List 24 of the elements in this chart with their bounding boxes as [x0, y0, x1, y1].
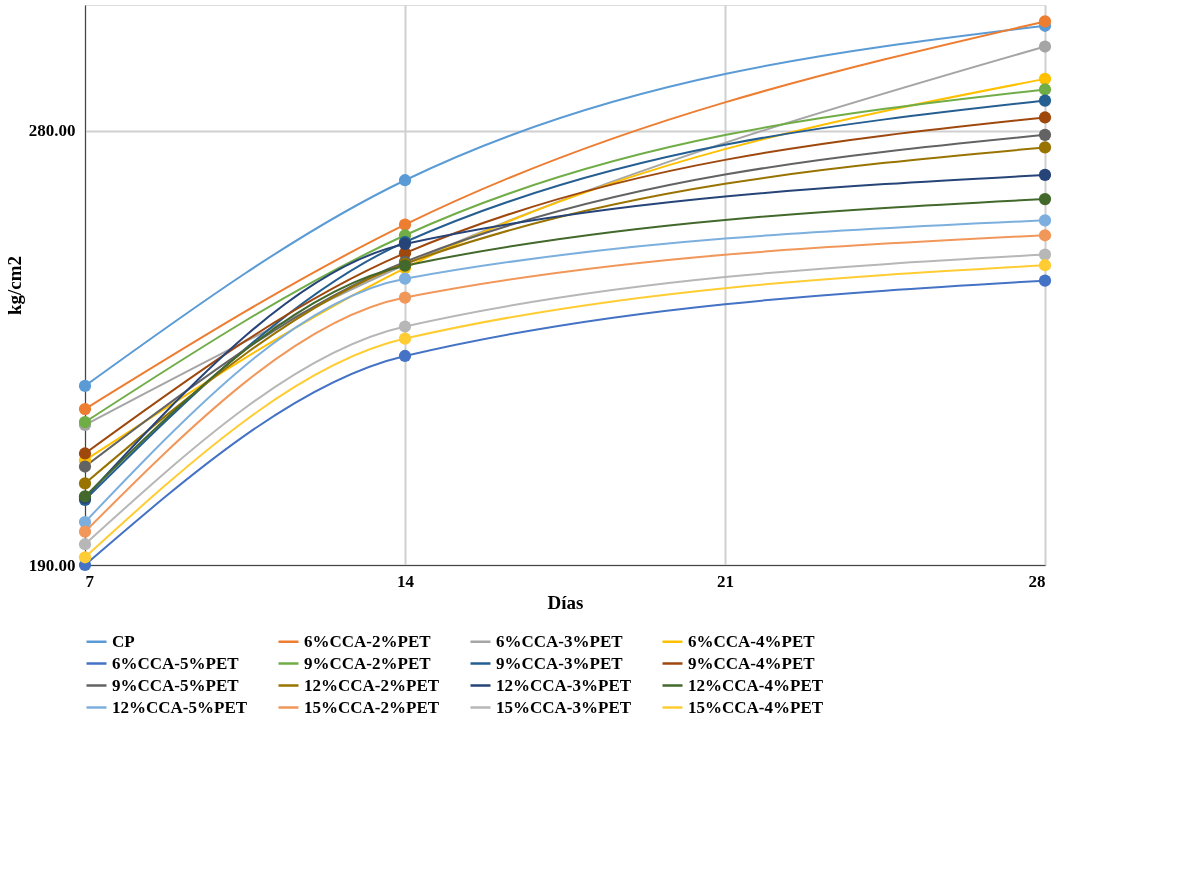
legend-label: 9%CCA-3%PET [496, 653, 624, 673]
legend-label: 6%CCA-2%PET [304, 631, 432, 651]
legend-label: 12%CCA-3%PET [496, 675, 632, 695]
legend-label: 12%CCA-5%PET [112, 697, 248, 717]
legend-label: 9%CCA-5%PET [112, 675, 240, 695]
legend-label: 6%CCA-4%PET [688, 631, 816, 651]
legend-label: 15%CCA-3%PET [496, 697, 632, 717]
y-axis-title: kg/cm2 [3, 255, 25, 316]
x-tick-label: 21 [717, 571, 734, 591]
legend-label: 9%CCA-2%PET [304, 653, 432, 673]
legend-label: 15%CCA-2%PET [304, 697, 440, 717]
y-tick-label: 280.00 [28, 121, 76, 141]
x-tick-label: 28 [1028, 571, 1046, 591]
x-axis-title: Días [547, 591, 584, 613]
legend-label: 12%CCA-4%PET [688, 675, 824, 695]
legend-label: 9%CCA-4%PET [688, 653, 816, 673]
legend-label: 12%CCA-2%PET [304, 675, 440, 695]
legend-label: 6%CCA-3%PET [496, 631, 624, 651]
legend-label: 15%CCA-4%PET [688, 697, 824, 717]
legend-label: CP [112, 631, 135, 651]
legend-label: 6%CCA-5%PET [112, 653, 240, 673]
x-tick-label: 7 [85, 571, 95, 591]
y-tick-label: 190.00 [28, 555, 76, 575]
x-tick-label: 14 [397, 571, 415, 591]
